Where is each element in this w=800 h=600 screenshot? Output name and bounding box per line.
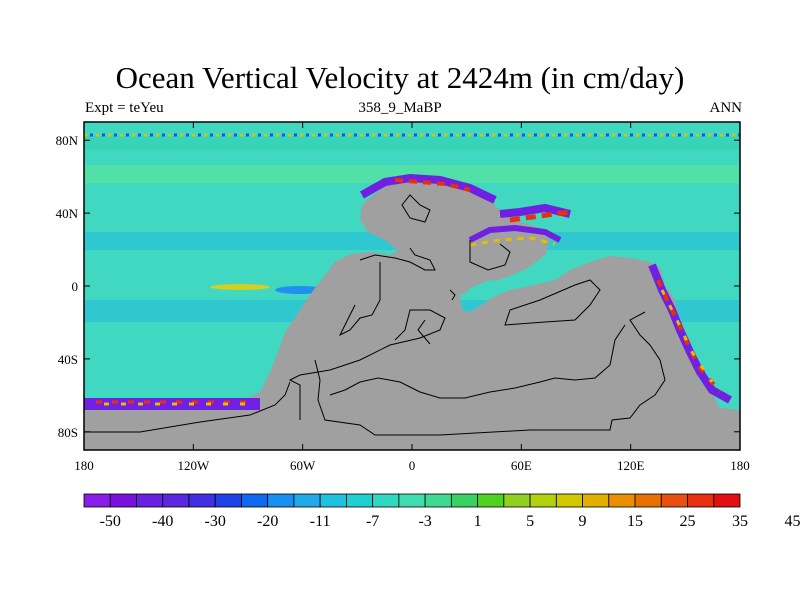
colorbar-label: -30: [205, 513, 226, 530]
northeast-sea-anomaly: [499, 203, 571, 218]
x-tick-label: 180: [74, 458, 94, 473]
colorbar-swatch: [188, 493, 216, 508]
colorbar-label: -7: [366, 513, 379, 530]
y-tick-label: 40S: [58, 352, 78, 367]
colorbar-swatch: [83, 493, 111, 508]
land-mass: [84, 180, 740, 450]
y-tick-label: 40N: [56, 206, 79, 221]
colorbar-label: -20: [257, 513, 278, 530]
colorbar-label: 1: [474, 513, 482, 530]
east-coast-anomaly-red: [656, 279, 722, 394]
equatorial-upwelling: [210, 284, 270, 290]
x-tick-label: 60E: [511, 458, 532, 473]
colorbar-swatch: [372, 493, 400, 508]
inland-sea: [462, 280, 505, 300]
colorbar-label: -40: [152, 513, 173, 530]
colorbar-swatch: [162, 493, 190, 508]
east-coast-anomaly-yellow: [660, 289, 714, 383]
colorbar-label: 5: [526, 513, 534, 530]
colorbar-swatch: [136, 493, 164, 508]
colorbar-swatch: [687, 493, 715, 508]
map-title: Ocean Vertical Velocity at 2424m (in cm/…: [115, 60, 685, 95]
colorbar-swatch: [660, 493, 688, 508]
north-coast-anomaly-red: [394, 178, 471, 192]
experiment-label: Expt = teYeu: [85, 100, 164, 116]
colorbar-label: -50: [100, 513, 121, 530]
colorbar-label: 25: [680, 513, 696, 530]
colorbar-swatch: [293, 493, 321, 508]
map-area: [84, 122, 740, 450]
colorbar-swatch: [634, 493, 662, 508]
colorbar-label: 45: [784, 513, 800, 530]
inner-sea-anomaly: [468, 224, 562, 243]
x-axis: 180 120W 60W 0 60E 120E 180: [74, 122, 750, 473]
y-tick-label: 0: [72, 279, 79, 294]
y-tick-label: 80S: [58, 425, 78, 440]
colorbar-swatch: [424, 493, 452, 508]
colorbar-label: 9: [579, 513, 587, 530]
colorbar-label: 35: [732, 513, 748, 530]
northeast-sea-anomaly-red: [509, 209, 571, 223]
colorbar-swatch: [582, 493, 610, 508]
colorbar-swatch: [319, 493, 347, 508]
x-tick-label: 0: [409, 458, 416, 473]
colorbar-swatch: [503, 493, 531, 508]
x-tick-label: 180: [730, 458, 750, 473]
colorbar-label: -3: [418, 513, 431, 530]
colorbar-swatch: [214, 493, 242, 508]
colorbar-swatch: [529, 493, 557, 508]
period-label: 358_9_MaBP: [358, 100, 442, 116]
colorbar-swatch: [241, 493, 269, 508]
colorbar-swatch: [398, 493, 426, 508]
x-tick-label: 120E: [617, 458, 645, 473]
colorbar-label: -11: [310, 513, 331, 530]
colorbar-swatch: [345, 493, 374, 508]
x-tick-label: 60W: [290, 458, 316, 473]
ocean-band: [84, 165, 740, 183]
coastline-outlines: [84, 194, 666, 436]
colorbar-swatch: [450, 493, 478, 508]
season-label: ANN: [709, 100, 743, 116]
ocean-band: [84, 136, 740, 150]
colorbar: -50 -40 -30 -20 -11 -7 -3 1 5 9 15 25 35 45: [83, 493, 800, 530]
y-axis: 80N 40N 0 40S 80S: [56, 133, 740, 440]
colorbar-label: 15: [627, 513, 643, 530]
inner-sea-anomaly-yellow: [469, 236, 556, 247]
colorbar-swatch: [267, 493, 295, 508]
colorbar-swatch: [608, 493, 636, 508]
north-coast-anomaly: [360, 173, 497, 204]
colorbar-swatch: [555, 493, 583, 508]
x-tick-label: 120W: [177, 458, 210, 473]
colorbar-swatch: [713, 493, 741, 508]
colorbar-swatch: [109, 493, 137, 508]
y-tick-label: 80N: [56, 133, 79, 148]
colorbar-swatch: [477, 493, 505, 508]
